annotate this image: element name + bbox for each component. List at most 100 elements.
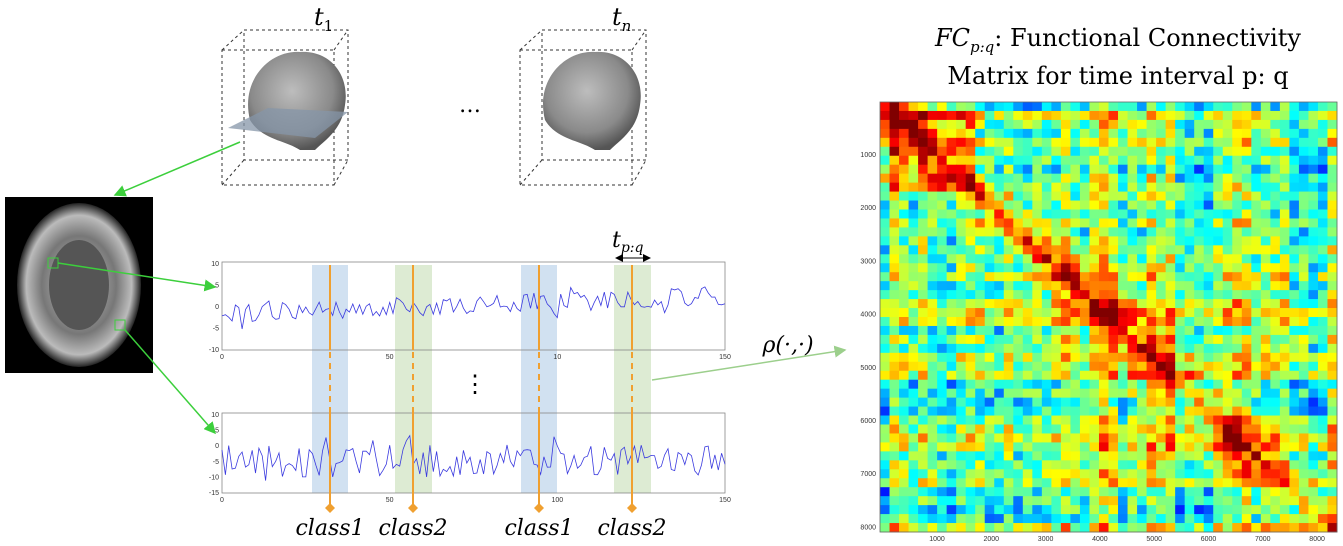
matrix-cell bbox=[1175, 406, 1186, 416]
matrix-cell bbox=[1175, 334, 1186, 345]
matrix-cell bbox=[1032, 236, 1043, 246]
matrix-cell bbox=[1270, 164, 1281, 175]
matrix-cell bbox=[1203, 191, 1214, 201]
matrix-cell bbox=[1003, 281, 1014, 291]
matrix-cell bbox=[918, 442, 928, 452]
matrix-cell bbox=[1222, 209, 1233, 219]
matrix-cell bbox=[1317, 442, 1328, 452]
matrix-cell bbox=[1156, 245, 1167, 255]
matrix-cell bbox=[937, 334, 948, 345]
matrix-cell bbox=[1165, 523, 1176, 533]
matrix-cell bbox=[1165, 200, 1176, 210]
matrix-cell bbox=[937, 397, 948, 407]
matrix-cell bbox=[1156, 200, 1167, 210]
matrix-cell bbox=[1118, 236, 1128, 246]
matrix-cell bbox=[956, 290, 967, 300]
matrix-cell bbox=[1213, 299, 1224, 309]
matrix-cell bbox=[1175, 514, 1186, 524]
matrix-cell bbox=[1165, 325, 1176, 336]
matrix-cell bbox=[1108, 523, 1119, 533]
matrix-cell bbox=[1079, 406, 1090, 416]
matrix-cell bbox=[1022, 370, 1033, 381]
matrix-cell bbox=[1041, 487, 1052, 497]
matrix-cell bbox=[1289, 272, 1300, 282]
matrix-cell bbox=[1241, 290, 1252, 300]
matrix-cell bbox=[1175, 361, 1186, 372]
matrix-cell bbox=[1270, 514, 1281, 524]
matrix-cell bbox=[1146, 379, 1157, 390]
matrix-cell bbox=[975, 299, 986, 309]
matrix-cell bbox=[1260, 102, 1271, 112]
matrix-cell bbox=[1194, 415, 1205, 425]
matrix-cell bbox=[1241, 343, 1252, 354]
matrix-cell bbox=[975, 397, 986, 407]
matrix-cell bbox=[899, 406, 909, 416]
matrix-cell bbox=[918, 469, 928, 479]
matrix-cell bbox=[1289, 478, 1300, 488]
matrix-cell bbox=[889, 397, 900, 407]
matrix-cell bbox=[946, 523, 957, 533]
matrix-cell bbox=[937, 146, 948, 157]
matrix-cell bbox=[1051, 110, 1062, 121]
matrix-cell bbox=[1146, 308, 1157, 318]
matrix-cell bbox=[1327, 415, 1338, 425]
matrix-cell bbox=[1241, 299, 1252, 309]
matrix-cell bbox=[1032, 110, 1043, 121]
matrix-cell bbox=[880, 388, 890, 399]
matrix-cell bbox=[1032, 514, 1043, 524]
matrix-cell bbox=[1184, 281, 1195, 291]
matrix-cell bbox=[1327, 388, 1338, 399]
matrix-cell bbox=[1032, 308, 1043, 318]
matrix-cell bbox=[1070, 119, 1081, 130]
matrix-cell bbox=[1270, 245, 1281, 255]
matrix-cell bbox=[1222, 424, 1233, 434]
matrix-cell bbox=[1022, 137, 1033, 148]
matrix-cell bbox=[1098, 397, 1109, 407]
matrix-cell bbox=[965, 173, 976, 184]
matrix-cell bbox=[994, 460, 1005, 470]
matrix-cell bbox=[918, 209, 928, 219]
matrix-cell bbox=[1165, 245, 1176, 255]
matrix-cell bbox=[1165, 317, 1176, 327]
matrix-cell bbox=[984, 496, 995, 506]
matrix-cell bbox=[1298, 496, 1309, 506]
matrix-cell bbox=[1251, 236, 1262, 246]
matrix-cell bbox=[1041, 281, 1052, 291]
matrix-cell bbox=[1060, 523, 1071, 533]
matrix-cell bbox=[1003, 146, 1014, 157]
matrix-cell bbox=[1213, 523, 1224, 533]
matrix-cell bbox=[1270, 361, 1281, 372]
matrix-cell bbox=[965, 272, 976, 282]
matrix-cell bbox=[880, 487, 890, 497]
matrix-cell bbox=[956, 478, 967, 488]
matrix-cell bbox=[1003, 227, 1014, 237]
matrix-cell bbox=[1270, 281, 1281, 291]
matrix-cell bbox=[1327, 245, 1338, 255]
y-tick-label: 8000 bbox=[860, 524, 876, 531]
matrix-cell bbox=[1279, 415, 1290, 425]
matrix-cell bbox=[908, 514, 919, 524]
matrix-cell bbox=[975, 424, 986, 434]
matrix-cell bbox=[1032, 415, 1043, 425]
matrix-cell bbox=[1203, 263, 1214, 273]
matrix-cell bbox=[1241, 110, 1252, 121]
matrix-cell bbox=[994, 200, 1005, 210]
matrix-cell bbox=[1175, 146, 1186, 157]
matrix-cell bbox=[1079, 469, 1090, 479]
matrix-cell bbox=[1289, 146, 1300, 157]
matrix-cell bbox=[1108, 442, 1119, 452]
matrix-cell bbox=[1165, 442, 1176, 452]
matrix-cell bbox=[1222, 505, 1233, 515]
matrix-cell bbox=[1184, 102, 1195, 112]
matrix-cell bbox=[946, 343, 957, 354]
matrix-cell bbox=[1079, 290, 1090, 300]
matrix-cell bbox=[1317, 119, 1328, 130]
matrix-cell bbox=[956, 236, 967, 246]
matrix-cell bbox=[1260, 146, 1271, 157]
matrix-cell bbox=[1127, 155, 1138, 166]
matrix-cell bbox=[1279, 263, 1290, 273]
matrix-cell bbox=[1289, 263, 1300, 273]
matrix-cell bbox=[937, 406, 948, 416]
matrix-cell bbox=[1070, 487, 1081, 497]
y-tick-label: 7000 bbox=[860, 471, 876, 478]
